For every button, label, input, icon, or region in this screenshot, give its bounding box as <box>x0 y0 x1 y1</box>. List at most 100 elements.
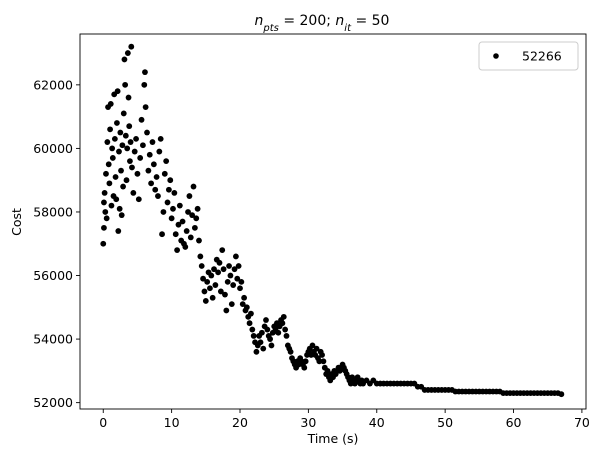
data-point <box>201 288 208 295</box>
data-point <box>108 202 115 209</box>
data-point <box>275 329 282 336</box>
x-tick-label: 30 <box>300 415 316 430</box>
data-point <box>157 135 164 142</box>
data-point <box>185 209 191 215</box>
data-point <box>100 240 107 247</box>
data-point <box>104 139 111 145</box>
x-tick-label: 60 <box>506 415 522 430</box>
data-point <box>156 148 163 155</box>
data-point <box>230 282 237 288</box>
data-point <box>119 142 126 149</box>
data-point <box>246 320 253 327</box>
data-point <box>313 345 320 352</box>
data-point <box>170 205 176 212</box>
data-point <box>146 151 153 158</box>
data-point <box>186 193 193 199</box>
data-point <box>129 164 135 171</box>
x-tick-label: 0 <box>99 415 107 430</box>
data-point <box>209 294 216 301</box>
data-point <box>249 326 256 333</box>
data-point <box>324 367 331 374</box>
data-point <box>237 285 243 292</box>
x-tick-label: 50 <box>437 415 453 430</box>
data-point <box>217 288 224 295</box>
data-point <box>196 237 202 244</box>
data-point <box>109 155 116 161</box>
y-tick-label: 56000 <box>33 268 73 283</box>
data-point <box>171 190 178 196</box>
data-point <box>160 209 167 215</box>
chart-title-part: = 200; <box>279 13 336 29</box>
data-point <box>142 104 149 110</box>
data-point <box>194 205 201 212</box>
data-point <box>101 224 107 231</box>
chart-title-part: = 50 <box>351 13 389 29</box>
data-point <box>116 148 122 155</box>
data-point <box>220 266 227 273</box>
data-point <box>114 120 120 126</box>
data-point <box>103 215 110 222</box>
chart-title: npts = 200; nit = 50 <box>255 13 390 34</box>
data-point <box>172 231 179 238</box>
data-point <box>219 247 226 254</box>
data-point <box>128 43 135 50</box>
y-tick-label: 62000 <box>33 77 73 92</box>
data-point <box>109 145 116 152</box>
data-point <box>130 190 137 196</box>
data-point <box>309 342 316 349</box>
data-point <box>234 275 241 282</box>
data-point <box>106 180 113 187</box>
data-point <box>105 161 112 168</box>
data-point <box>207 285 213 292</box>
data-point <box>224 278 231 285</box>
data-point <box>182 244 189 250</box>
data-point <box>118 167 124 174</box>
data-point <box>233 253 239 260</box>
data-point <box>117 129 124 136</box>
x-tick-label: 40 <box>369 415 385 430</box>
data-point <box>280 313 287 320</box>
y-tick-label: 54000 <box>33 332 73 347</box>
data-point <box>235 263 242 269</box>
data-point <box>124 145 131 152</box>
data-point <box>216 259 223 266</box>
data-point <box>114 88 121 95</box>
chart-title-part: pts <box>262 23 278 34</box>
data-point <box>102 209 109 215</box>
data-point <box>150 161 157 168</box>
data-point <box>238 278 245 285</box>
legend-marker <box>493 53 499 59</box>
data-point <box>558 391 565 398</box>
data-point <box>161 170 168 177</box>
data-point <box>248 310 254 317</box>
data-point <box>120 183 126 190</box>
data-point <box>215 269 222 276</box>
data-point <box>211 266 217 273</box>
data-point <box>174 247 181 254</box>
data-point <box>257 339 264 346</box>
data-point <box>142 69 148 76</box>
data-point <box>189 212 196 219</box>
data-point <box>191 224 198 231</box>
data-point <box>116 205 123 212</box>
data-point <box>222 291 228 298</box>
data-point <box>175 221 182 228</box>
y-tick-label: 60000 <box>33 141 73 156</box>
data-point <box>155 193 161 199</box>
x-axis-ticks: 0 10 20 30 40 50 60 70 <box>99 409 590 430</box>
data-point <box>112 174 119 180</box>
data-point <box>282 326 289 333</box>
data-point <box>149 139 156 145</box>
data-point <box>202 298 209 304</box>
data-point <box>268 342 275 349</box>
data-point <box>287 348 294 355</box>
data-point <box>319 352 325 358</box>
data-point <box>126 123 133 130</box>
data-point <box>231 266 238 273</box>
data-point <box>267 336 273 342</box>
data-point <box>148 180 155 187</box>
data-point <box>197 253 204 260</box>
data-point <box>101 190 108 196</box>
